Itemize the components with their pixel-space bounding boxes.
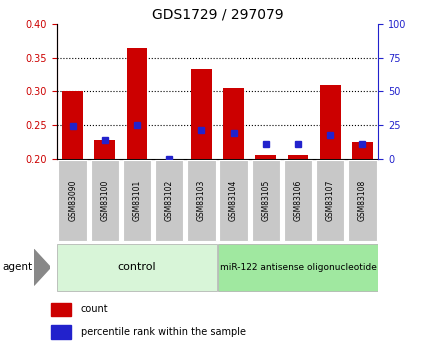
Text: GSM83104: GSM83104 <box>229 179 237 221</box>
Text: GSM83103: GSM83103 <box>197 179 205 221</box>
Text: GSM83100: GSM83100 <box>100 179 109 221</box>
FancyBboxPatch shape <box>90 159 119 241</box>
Bar <box>255 155 276 159</box>
Text: GSM83107: GSM83107 <box>325 179 334 221</box>
FancyBboxPatch shape <box>219 159 247 241</box>
Bar <box>62 91 83 159</box>
Text: GSM83108: GSM83108 <box>357 179 366 221</box>
FancyBboxPatch shape <box>217 244 377 290</box>
Bar <box>287 155 308 159</box>
FancyBboxPatch shape <box>122 159 151 241</box>
Text: GSM83090: GSM83090 <box>68 179 77 221</box>
Text: GSM83105: GSM83105 <box>261 179 270 221</box>
Text: count: count <box>81 304 108 314</box>
FancyBboxPatch shape <box>187 159 215 241</box>
FancyBboxPatch shape <box>155 159 183 241</box>
Bar <box>51 325 71 339</box>
Bar <box>94 140 115 159</box>
Text: GSM83102: GSM83102 <box>164 179 173 221</box>
Bar <box>351 142 372 159</box>
FancyBboxPatch shape <box>283 159 312 241</box>
Bar <box>126 48 147 159</box>
FancyBboxPatch shape <box>57 244 217 290</box>
Text: agent: agent <box>2 263 32 272</box>
Bar <box>223 88 243 159</box>
FancyBboxPatch shape <box>58 159 87 241</box>
Text: miR-122 antisense oligonucleotide: miR-122 antisense oligonucleotide <box>219 263 375 272</box>
Text: percentile rank within the sample: percentile rank within the sample <box>81 327 245 337</box>
Bar <box>319 85 340 159</box>
Title: GDS1729 / 297079: GDS1729 / 297079 <box>151 8 283 22</box>
Bar <box>191 69 211 159</box>
FancyBboxPatch shape <box>315 159 344 241</box>
Text: control: control <box>118 263 156 272</box>
Bar <box>51 303 71 316</box>
FancyBboxPatch shape <box>347 159 376 241</box>
Polygon shape <box>34 249 50 285</box>
FancyBboxPatch shape <box>251 159 279 241</box>
Text: GSM83106: GSM83106 <box>293 179 302 221</box>
Text: GSM83101: GSM83101 <box>132 179 141 221</box>
